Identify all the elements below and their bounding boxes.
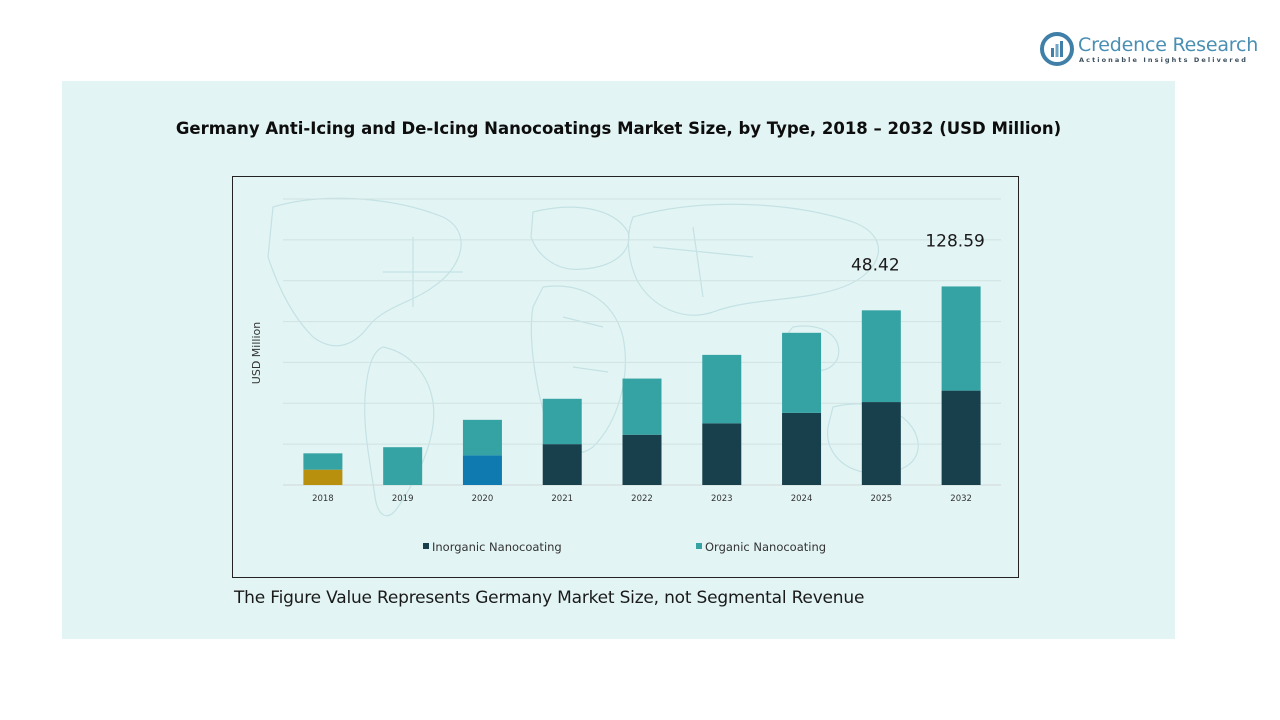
bar-organic-nanocoating-2023 xyxy=(702,354,742,424)
credence-logo-icon xyxy=(1040,32,1074,66)
brand-logo: Credence Research Actionable Insights De… xyxy=(1040,32,1260,68)
legend: Inorganic Nanocoating Organic Nanocoating xyxy=(423,540,826,554)
y-axis-label: USD Million xyxy=(250,322,263,384)
brand-name: Credence Research xyxy=(1078,34,1259,56)
x-tick-label: 2020 xyxy=(472,494,494,504)
bar-organic-nanocoating-2020 xyxy=(462,419,502,456)
x-tick-label: 2018 xyxy=(312,494,334,504)
data-label-2025: 48.42 xyxy=(851,255,900,275)
x-tick-label: 2032 xyxy=(950,494,972,504)
bar-organic-nanocoating-2032 xyxy=(941,286,981,391)
annotations: 48.42 128.59 xyxy=(851,231,985,275)
chart-canvas: 2018 2019 2020 2021 2022 2023 2024 2025 2032 48.… xyxy=(250,197,1001,554)
bar-inorganic-nanocoating-2023 xyxy=(702,423,742,485)
bar-inorganic-nanocoating-2025 xyxy=(861,402,901,485)
footnote: The Figure Value Represents Germany Mark… xyxy=(234,588,865,608)
x-tick-label: 2021 xyxy=(551,494,573,504)
bar-organic-nanocoating-2021 xyxy=(542,398,582,445)
chart-panel: Germany Anti-Icing and De-Icing Nanocoat… xyxy=(62,81,1175,639)
x-tick-label: 2024 xyxy=(791,494,813,504)
bar-inorganic-nanocoating-2021 xyxy=(542,444,582,485)
bar-inorganic-nanocoating-2022 xyxy=(622,434,662,485)
bar-inorganic-nanocoating-2032 xyxy=(941,390,981,485)
legend-swatch xyxy=(423,543,429,549)
bar-organic-nanocoating-2018 xyxy=(303,453,343,470)
bar-organic-nanocoating-2025 xyxy=(861,310,901,403)
bar-organic-nanocoating-2019 xyxy=(383,447,423,485)
bar-organic-nanocoating-2022 xyxy=(622,378,662,435)
legend-label: Organic Nanocoating xyxy=(705,540,826,554)
bar-inorganic-nanocoating-2020 xyxy=(462,455,502,485)
legend-label: Inorganic Nanocoating xyxy=(432,540,562,554)
bars xyxy=(303,286,981,485)
bar-inorganic-nanocoating-2024 xyxy=(782,412,822,485)
world-map-watermark xyxy=(267,197,919,517)
chart-frame: 2018 2019 2020 2021 2022 2023 2024 2025 2032 48.… xyxy=(232,176,1019,578)
x-tick-label: 2023 xyxy=(711,494,733,504)
bar-inorganic-nanocoating-2018 xyxy=(303,469,343,485)
x-tick-label: 2025 xyxy=(871,494,893,504)
x-tick-label: 2019 xyxy=(392,494,414,504)
x-tick-label: 2022 xyxy=(631,494,653,504)
bar-organic-nanocoating-2024 xyxy=(782,332,822,413)
data-label-2032: 128.59 xyxy=(925,231,984,251)
chart-title: Germany Anti-Icing and De-Icing Nanocoat… xyxy=(175,119,1062,138)
brand-tagline: Actionable Insights Delivered xyxy=(1079,56,1248,64)
x-tick-labels: 2018 2019 2020 2021 2022 2023 2024 2025 2032 xyxy=(312,494,972,504)
legend-swatch xyxy=(696,543,702,549)
